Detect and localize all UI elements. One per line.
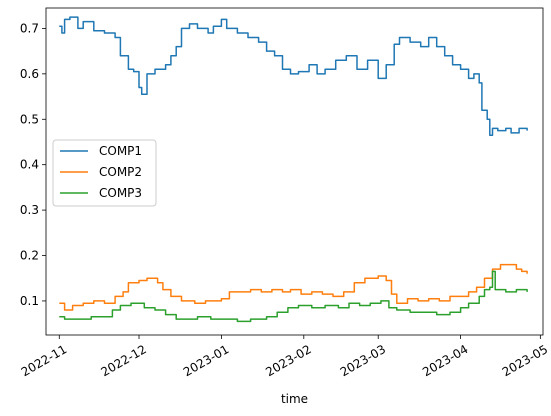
series-line-comp2 <box>59 263 528 311</box>
x-tick-label: 2023-02 <box>263 342 313 379</box>
x-tick-label: 2023-01 <box>181 342 231 379</box>
x-ticks: 2022-11 2022-12 2023-01 2023-02 2023-03 2023-… <box>19 335 550 379</box>
plot-frame <box>45 7 544 336</box>
series-line-comp1 <box>59 16 528 136</box>
x-tick-label: 2022-11 <box>19 342 69 379</box>
plot-lines <box>59 16 528 323</box>
legend-box <box>52 139 157 207</box>
y-tick-label: 0.6 <box>20 67 39 81</box>
legend-label-comp3: COMP3 <box>99 186 142 200</box>
y-tick-label: 0.3 <box>20 203 39 217</box>
x-tick-label: 2023-05 <box>500 342 550 379</box>
y-ticks: 0.1 0.2 0.3 0.4 0.5 0.6 0.7 <box>20 21 46 308</box>
x-tick-label: 2023-04 <box>420 342 470 379</box>
y-tick-label: 0.7 <box>20 21 39 35</box>
x-tick-label: 2023-03 <box>338 342 388 379</box>
legend-label-comp1: COMP1 <box>99 144 142 158</box>
legend: COMP1 COMP2 COMP3 <box>52 139 157 207</box>
x-axis-label: time <box>281 392 308 406</box>
x-tick-label: 2022-12 <box>98 342 148 379</box>
y-tick-label: 0.4 <box>20 158 39 172</box>
y-tick-label: 0.5 <box>20 112 39 126</box>
y-tick-label: 0.2 <box>20 249 39 263</box>
series-line-comp3 <box>59 270 528 323</box>
legend-label-comp2: COMP2 <box>99 165 142 179</box>
y-tick-label: 0.1 <box>20 294 39 308</box>
